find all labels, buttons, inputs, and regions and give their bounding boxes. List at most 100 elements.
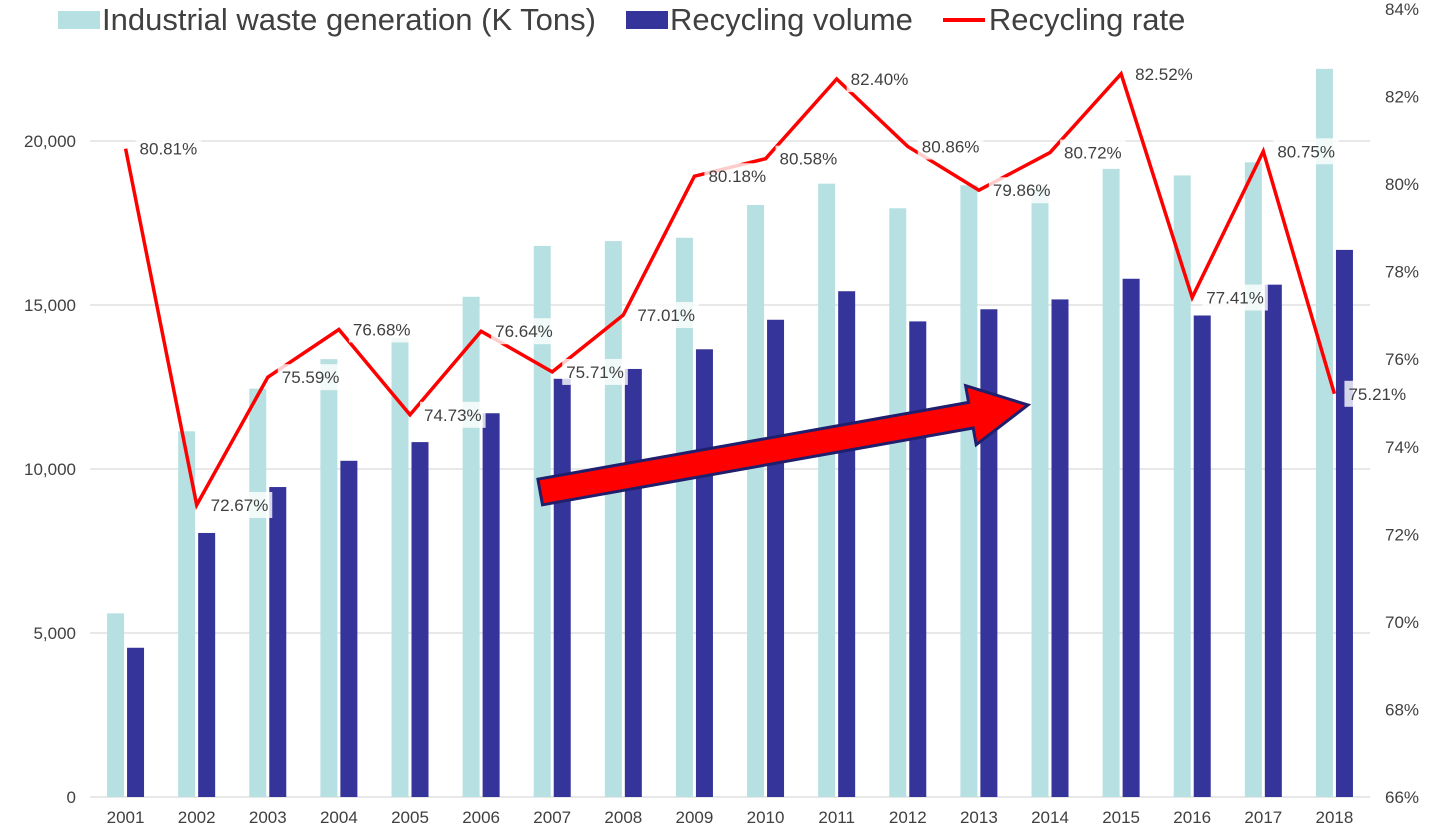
data-label-bg bbox=[775, 145, 842, 172]
x-tick-label: 2010 bbox=[747, 808, 785, 827]
y-left-tick-label: 20,000 bbox=[24, 132, 76, 151]
recycling-rate-data-label: 75.71% bbox=[566, 363, 624, 382]
recycling-rate-data-label: 75.59% bbox=[282, 368, 340, 387]
y-right-tick-label: 68% bbox=[1385, 700, 1419, 719]
bar-recycling-volume bbox=[198, 532, 216, 797]
legend-item-recycling-volume: Recycling volume bbox=[625, 2, 913, 38]
trend-arrow bbox=[536, 383, 1032, 507]
legend-item-recycling-rate: Recycling rate bbox=[942, 2, 1186, 38]
data-label-bg bbox=[1344, 380, 1411, 407]
bar-recycling-volume bbox=[838, 291, 856, 797]
y-right-tick-label: 78% bbox=[1385, 263, 1419, 282]
bar-waste-generation bbox=[391, 337, 409, 797]
bar-recycling-volume bbox=[624, 368, 642, 797]
bar-recycling-volume bbox=[980, 309, 998, 797]
legend-swatch-recycling-volume bbox=[625, 11, 668, 29]
legend-item-waste: Industrial waste generation (K Tons) bbox=[58, 2, 596, 38]
data-label-bg bbox=[846, 66, 913, 93]
bar-waste-generation bbox=[889, 208, 907, 798]
bar-waste-generation bbox=[320, 359, 338, 797]
y-right-tick-label: 84% bbox=[1385, 0, 1419, 19]
legend-swatch-recycling-rate bbox=[942, 18, 985, 22]
bar-recycling-volume bbox=[1335, 249, 1353, 797]
recycling-rate-data-label: 80.18% bbox=[708, 167, 766, 186]
x-tick-label: 2007 bbox=[533, 808, 571, 827]
y-right-tick-label: 72% bbox=[1385, 525, 1419, 544]
bar-recycling-volume bbox=[909, 321, 927, 797]
bar-waste-generation bbox=[1031, 186, 1049, 798]
bar-waste-generation bbox=[1244, 162, 1262, 797]
data-label-bg bbox=[491, 318, 557, 345]
data-label-bg bbox=[1060, 139, 1126, 166]
bar-recycling-volume bbox=[695, 349, 713, 797]
data-label-bg bbox=[420, 401, 486, 428]
y-right-tick-label: 76% bbox=[1385, 350, 1419, 369]
recycling-rate-data-label: 75.21% bbox=[1348, 385, 1406, 404]
bar-waste-generation bbox=[675, 237, 693, 797]
x-tick-label: 2018 bbox=[1316, 808, 1354, 827]
x-tick-label: 2011 bbox=[818, 808, 855, 827]
bar-waste-generation bbox=[1173, 175, 1191, 797]
bar-waste-generation bbox=[107, 613, 125, 797]
bar-recycling-volume bbox=[411, 442, 429, 797]
x-tick-label: 2013 bbox=[960, 808, 998, 827]
data-label-bg bbox=[206, 492, 273, 519]
bar-waste-generation bbox=[818, 183, 836, 797]
recycling-rate-data-label: 79.86% bbox=[993, 181, 1051, 200]
data-label-bg bbox=[988, 177, 1055, 204]
legend-swatch-waste bbox=[58, 11, 100, 29]
y-left-tick-label: 0 bbox=[67, 788, 76, 807]
legend-label-waste: Industrial waste generation (K Tons) bbox=[102, 2, 596, 37]
bar-recycling-volume bbox=[482, 413, 500, 797]
bar-waste-generation bbox=[1102, 168, 1120, 797]
bar-waste-generation bbox=[1315, 68, 1333, 798]
x-tick-label: 2002 bbox=[178, 808, 216, 827]
recycling-rate-data-label: 72.67% bbox=[211, 496, 269, 515]
data-label-bg bbox=[633, 302, 699, 329]
data-label-bg bbox=[917, 133, 984, 160]
recycling-rate-data-label: 74.73% bbox=[424, 406, 482, 425]
recycling-rate-data-label: 76.68% bbox=[353, 320, 411, 339]
bar-waste-generation bbox=[249, 388, 267, 797]
recycling-rate-data-label: 77.41% bbox=[1206, 288, 1264, 307]
bar-recycling-volume bbox=[1264, 284, 1282, 797]
recycling-rate-data-label: 80.58% bbox=[780, 150, 838, 169]
y-left-tick-label: 10,000 bbox=[24, 460, 76, 479]
x-tick-label: 2003 bbox=[249, 808, 287, 827]
bar-waste-generation bbox=[960, 185, 978, 797]
bar-recycling-volume bbox=[767, 319, 785, 797]
recycling-rate-data-label: 80.75% bbox=[1277, 142, 1335, 161]
x-tick-label: 2006 bbox=[462, 808, 500, 827]
bar-waste-generation bbox=[178, 431, 196, 797]
x-tick-label: 2017 bbox=[1244, 808, 1282, 827]
data-label-bg bbox=[348, 316, 415, 343]
data-label-bg bbox=[135, 135, 202, 162]
bar-recycling-volume bbox=[340, 460, 358, 797]
recycling-rate-data-label: 80.81% bbox=[140, 140, 198, 159]
data-label-bg bbox=[277, 364, 344, 391]
data-label-bg bbox=[704, 163, 771, 190]
bar-waste-generation bbox=[747, 204, 765, 797]
recycling-rate-data-label: 82.40% bbox=[851, 70, 909, 89]
x-tick-label: 2015 bbox=[1102, 808, 1140, 827]
y-left-tick-label: 15,000 bbox=[24, 296, 76, 315]
x-tick-label: 2012 bbox=[889, 808, 927, 827]
bar-recycling-volume bbox=[1122, 278, 1140, 797]
bar-waste-generation bbox=[533, 245, 551, 797]
y-right-tick-label: 80% bbox=[1385, 175, 1419, 194]
y-left-tick-label: 5,000 bbox=[33, 624, 76, 643]
data-label-bg bbox=[1131, 60, 1197, 87]
legend-label-recycling-rate: Recycling rate bbox=[988, 2, 1186, 37]
y-right-tick-label: 70% bbox=[1385, 613, 1419, 632]
data-label-bg bbox=[562, 358, 628, 385]
recycling-rate-data-label: 82.52% bbox=[1135, 65, 1193, 84]
bar-waste-generation bbox=[462, 296, 480, 797]
legend-label-recycling-volume: Recycling volume bbox=[669, 2, 913, 37]
y-right-tick-label: 82% bbox=[1385, 88, 1419, 107]
data-label-bg bbox=[1273, 138, 1339, 165]
x-tick-label: 2008 bbox=[604, 808, 642, 827]
x-tick-label: 2004 bbox=[320, 808, 358, 827]
x-tick-label: 2005 bbox=[391, 808, 429, 827]
recycling-rate-data-label: 76.64% bbox=[495, 322, 553, 341]
